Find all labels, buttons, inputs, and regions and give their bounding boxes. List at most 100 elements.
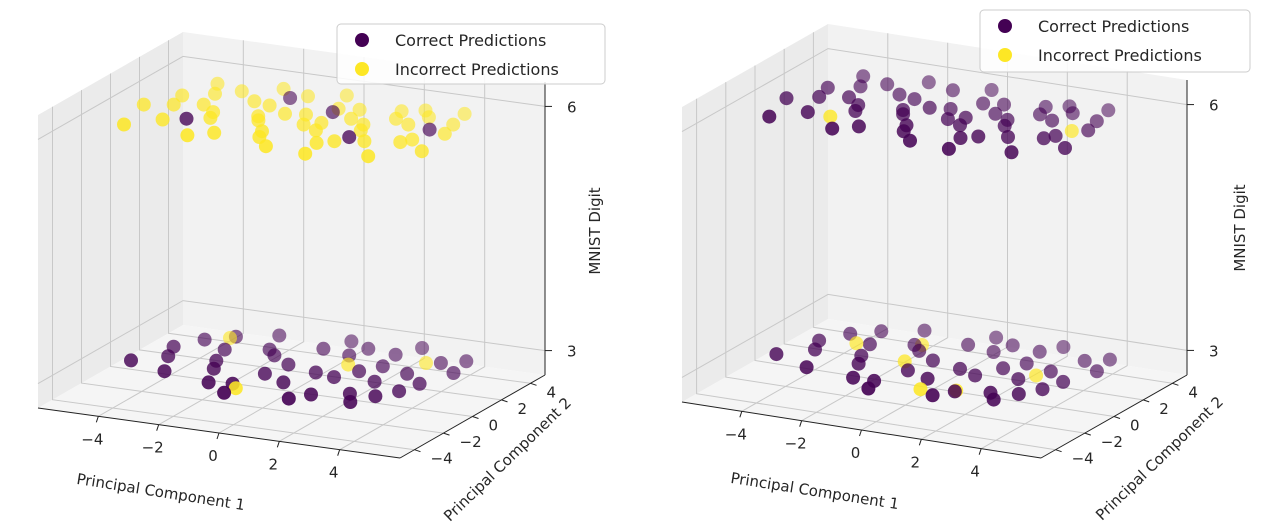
correct-prediction-point xyxy=(316,341,331,356)
incorrect-prediction-point xyxy=(208,86,222,101)
correct-prediction-point xyxy=(846,370,861,385)
correct-prediction-point xyxy=(1001,130,1015,144)
correct-prediction-point xyxy=(1089,114,1104,129)
correct-prediction-point xyxy=(820,80,835,95)
correct-prediction-point xyxy=(968,368,983,383)
correct-prediction-point xyxy=(762,109,777,124)
x-tick xyxy=(918,439,922,446)
incorrect-prediction-point xyxy=(258,139,273,154)
z-tick-label: 6 xyxy=(1209,97,1219,115)
y-gridline xyxy=(725,82,1085,434)
z-gridline xyxy=(681,293,1188,378)
correct-prediction-point xyxy=(799,360,814,375)
incorrect-prediction-point xyxy=(1029,368,1044,383)
correct-prediction-point xyxy=(342,130,357,145)
correct-prediction-point xyxy=(1043,364,1058,379)
incorrect-prediction-point xyxy=(117,117,131,132)
incorrect-prediction-point xyxy=(401,117,416,132)
y-tick-label: −4 xyxy=(431,450,453,468)
x-tick-label: 0 xyxy=(851,444,861,462)
y-tick xyxy=(501,399,508,403)
x-gridline xyxy=(98,40,244,417)
x-gridline xyxy=(339,73,486,451)
correct-prediction-point xyxy=(900,363,915,378)
incorrect-prediction-point xyxy=(136,97,151,112)
y-tick xyxy=(1172,382,1179,386)
correct-prediction-point xyxy=(1058,141,1072,155)
correct-prediction-point xyxy=(217,342,232,357)
correct-prediction-point xyxy=(308,365,323,380)
y-tick-label: 2 xyxy=(518,400,528,418)
correct-prediction-point xyxy=(361,341,376,356)
x-gridline xyxy=(801,42,949,422)
y-tick-label: 4 xyxy=(1188,383,1198,401)
z-tick-label: 3 xyxy=(1209,342,1219,360)
correct-prediction-point xyxy=(1005,338,1020,353)
correct-prediction-point xyxy=(851,356,866,371)
correct-prediction-point xyxy=(917,323,932,338)
incorrect-prediction-point xyxy=(309,135,324,150)
scatter-panel-right: −4 −2 0 2 4 −4 −2 0 2 4 3 6 MNIST Digit Principal Com… xyxy=(681,9,1251,524)
incorrect-prediction-point xyxy=(247,94,262,109)
incorrect-prediction-point xyxy=(196,97,211,112)
correct-prediction-point xyxy=(388,347,403,362)
correct-prediction-point xyxy=(880,77,895,92)
y-tick-label: 4 xyxy=(547,383,557,401)
y-gridline xyxy=(52,106,415,451)
incorrect-prediction-point xyxy=(341,357,356,372)
z-gridline xyxy=(681,48,1188,133)
correct-prediction-point xyxy=(953,131,968,145)
correct-prediction-point xyxy=(940,112,955,127)
incorrect-prediction-point xyxy=(419,356,433,370)
correct-prediction-point xyxy=(1102,352,1117,367)
correct-prediction-point xyxy=(343,395,358,409)
correct-prediction-point xyxy=(989,330,1004,345)
correct-prediction-point xyxy=(267,348,282,363)
incorrect-prediction-point xyxy=(166,97,181,112)
correct-prediction-point xyxy=(1011,372,1026,387)
incorrect-prediction-point xyxy=(823,109,838,124)
correct-prediction-point xyxy=(422,122,437,137)
correct-prediction-point xyxy=(779,91,794,106)
x-tick-label: 4 xyxy=(329,464,339,482)
correct-prediction-point xyxy=(206,361,221,376)
correct-prediction-point xyxy=(953,118,967,133)
correct-prediction-point xyxy=(327,370,341,385)
correct-prediction-point xyxy=(1004,145,1019,160)
correct-prediction-point xyxy=(988,106,1003,121)
correct-prediction-point xyxy=(1035,382,1050,397)
correct-prediction-point xyxy=(1019,356,1034,371)
legend-marker xyxy=(998,48,1012,62)
correct-prediction-point xyxy=(1101,103,1116,118)
x-tick-label: −4 xyxy=(725,425,747,443)
correct-prediction-point xyxy=(892,87,907,102)
z-tick-label: 3 xyxy=(567,343,577,361)
x-tick xyxy=(739,411,743,418)
correct-prediction-point xyxy=(368,389,383,404)
correct-prediction-point xyxy=(896,107,911,122)
incorrect-prediction-point xyxy=(352,102,367,117)
x-tick-label: −2 xyxy=(785,435,807,453)
x-tick xyxy=(216,432,220,440)
y-tick xyxy=(1055,449,1062,453)
correct-prediction-point xyxy=(851,119,866,134)
correct-prediction-point xyxy=(415,341,430,355)
correct-prediction-point xyxy=(433,356,448,370)
incorrect-prediction-point xyxy=(393,135,408,150)
x-tick-label: 2 xyxy=(911,453,921,471)
correct-prediction-point xyxy=(812,89,827,104)
correct-prediction-point xyxy=(392,384,407,399)
y-tick-label: −4 xyxy=(1072,450,1094,468)
incorrect-prediction-point xyxy=(344,111,359,126)
incorrect-prediction-point xyxy=(446,117,461,132)
incorrect-prediction-point xyxy=(361,149,376,164)
correct-prediction-point xyxy=(304,387,318,402)
x-tick xyxy=(799,420,803,427)
correct-prediction-point xyxy=(179,111,194,126)
incorrect-prediction-point xyxy=(457,106,472,121)
y-gridline xyxy=(81,90,444,434)
correct-prediction-point xyxy=(1011,387,1026,401)
correct-prediction-point xyxy=(1065,106,1080,121)
correct-prediction-point xyxy=(217,385,232,400)
